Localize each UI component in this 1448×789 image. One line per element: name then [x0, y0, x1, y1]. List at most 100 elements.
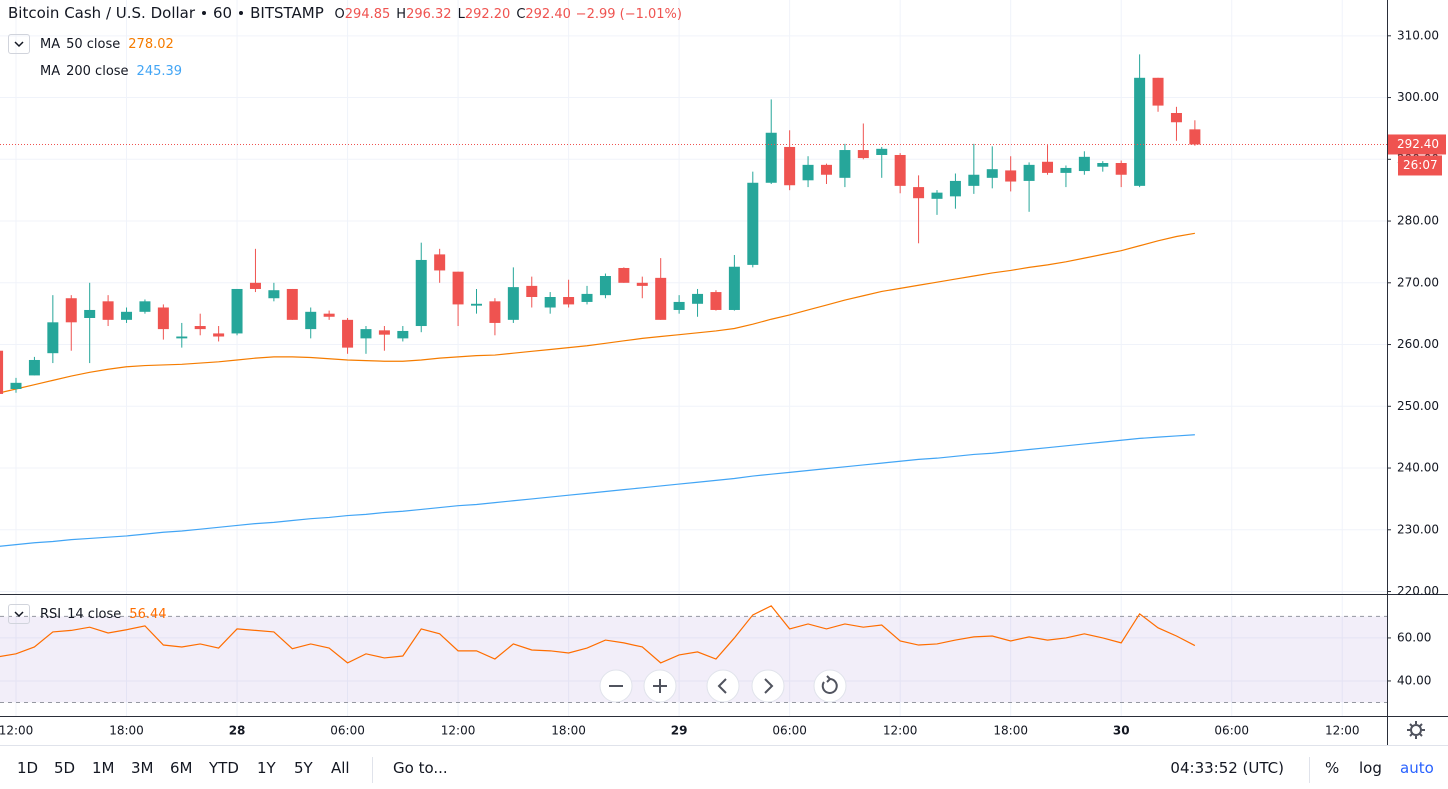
- candle-body: [1152, 77, 1164, 106]
- candle-body: [802, 164, 814, 181]
- interval[interactable]: 60: [213, 4, 233, 22]
- scroll-left-button[interactable]: [706, 669, 740, 703]
- range-button[interactable]: YTD: [209, 759, 239, 777]
- candle-body: [84, 309, 96, 318]
- last-price-label: 292.40: [1397, 137, 1439, 151]
- candle-body: [747, 182, 759, 265]
- y-tick-label: 230.00: [1397, 522, 1439, 536]
- candle-body: [1170, 112, 1182, 123]
- candle-body: [1060, 167, 1072, 173]
- goto-button[interactable]: Go to...: [393, 759, 448, 777]
- zoom-in-button[interactable]: [643, 669, 677, 703]
- range-button[interactable]: 1Y: [257, 759, 276, 777]
- candle-body: [194, 326, 206, 330]
- candle-body: [913, 187, 925, 199]
- candle-body: [415, 259, 427, 327]
- candle-body: [1134, 77, 1146, 186]
- candle-body: [986, 169, 998, 178]
- candle-body: [360, 329, 372, 339]
- x-tick-label: 18:00: [551, 724, 586, 738]
- y-tick-label: 270.00: [1397, 275, 1439, 289]
- change: −2.99 (−1.01%): [575, 7, 682, 22]
- candle-body: [599, 276, 611, 296]
- rsi-line: [0, 605, 1196, 664]
- candle-body: [268, 290, 280, 299]
- candle-body: [655, 277, 667, 320]
- range-button[interactable]: 1M: [92, 759, 115, 777]
- candle-body: [563, 297, 575, 305]
- candle-body: [121, 311, 133, 320]
- candle-body: [710, 292, 722, 310]
- moving-average-line: [0, 232, 1195, 394]
- candle-body: [1023, 164, 1035, 181]
- ma-legend: MA 200 close 245.39: [40, 64, 182, 79]
- collapse-button[interactable]: [8, 34, 30, 54]
- candle-body: [1078, 156, 1090, 172]
- y-tick-label: 60.00: [1397, 630, 1431, 644]
- candle-body: [968, 174, 980, 186]
- x-tick-label: 06:00: [1214, 724, 1249, 738]
- x-tick-label: 28: [229, 724, 246, 738]
- range-button[interactable]: 5D: [54, 759, 76, 777]
- x-tick-label: 18:00: [993, 724, 1028, 738]
- zoom-out-button[interactable]: [599, 669, 633, 703]
- ohlc-key: C: [516, 7, 526, 22]
- settings-button[interactable]: [1407, 721, 1425, 739]
- range-button[interactable]: All: [331, 759, 350, 777]
- scale-option[interactable]: %: [1325, 759, 1340, 777]
- x-tick-label: 30: [1113, 724, 1130, 738]
- candle-body: [47, 322, 59, 354]
- candle-body: [931, 192, 943, 199]
- y-tick-label: 240.00: [1397, 461, 1439, 475]
- ma-legend: MA 50 close 278.02: [8, 34, 174, 54]
- scale-option[interactable]: log: [1359, 759, 1382, 777]
- legend-name: MA: [40, 36, 61, 52]
- symbol-header: Bitcoin Cash / U.S. Dollar 60 BITSTAMP O29…: [8, 4, 682, 22]
- candle-body: [876, 148, 888, 155]
- clock[interactable]: 04:33:52 (UTC): [1170, 759, 1284, 777]
- navigation-buttons: [599, 669, 847, 703]
- collapse-button[interactable]: [8, 604, 30, 624]
- candle-body: [452, 271, 464, 305]
- candle-body: [949, 180, 961, 197]
- ohlc-value: 292.20: [464, 7, 511, 22]
- y-tick-label: 280.00: [1397, 214, 1439, 228]
- candle-body: [581, 293, 593, 302]
- range-button[interactable]: 3M: [131, 759, 154, 777]
- y-tick-label: 220.00: [1397, 584, 1439, 598]
- candle-body: [1097, 163, 1109, 167]
- x-tick-label: 12:00: [883, 724, 918, 738]
- x-tick-label: 29: [671, 724, 688, 738]
- reset-button[interactable]: [813, 669, 847, 703]
- scroll-right-button[interactable]: [751, 669, 785, 703]
- candle-body: [544, 297, 556, 308]
- candle-body: [176, 336, 188, 339]
- countdown-box: [1398, 155, 1442, 176]
- range-button[interactable]: 6M: [170, 759, 193, 777]
- symbol-title[interactable]: Bitcoin Cash / U.S. Dollar: [8, 4, 196, 22]
- legend-value: 278.02: [128, 36, 174, 52]
- candle-body: [102, 301, 114, 320]
- y-tick-label: 310.00: [1397, 28, 1439, 42]
- ohlc-key: L: [457, 7, 465, 22]
- candle-body: [213, 333, 225, 337]
- candle-body: [894, 154, 906, 186]
- legend-name: MA: [40, 64, 61, 79]
- candle-body: [231, 288, 243, 334]
- exchange[interactable]: BITSTAMP: [250, 4, 324, 22]
- candle-body: [397, 330, 409, 339]
- scale-option[interactable]: auto: [1400, 759, 1434, 777]
- legend-params: 200 close: [66, 64, 129, 79]
- legend-params: 14 close: [67, 606, 122, 622]
- range-button[interactable]: 1D: [17, 759, 39, 777]
- candle-body: [765, 132, 777, 183]
- separator: [239, 11, 244, 15]
- candle-body: [636, 282, 648, 286]
- x-tick-label: 12:00: [1325, 724, 1360, 738]
- candle-body: [65, 298, 77, 323]
- candle-body: [1115, 163, 1127, 175]
- range-button[interactable]: 5Y: [294, 759, 313, 777]
- x-tick-label: 06:00: [330, 724, 365, 738]
- rsi-pane: [0, 605, 1387, 703]
